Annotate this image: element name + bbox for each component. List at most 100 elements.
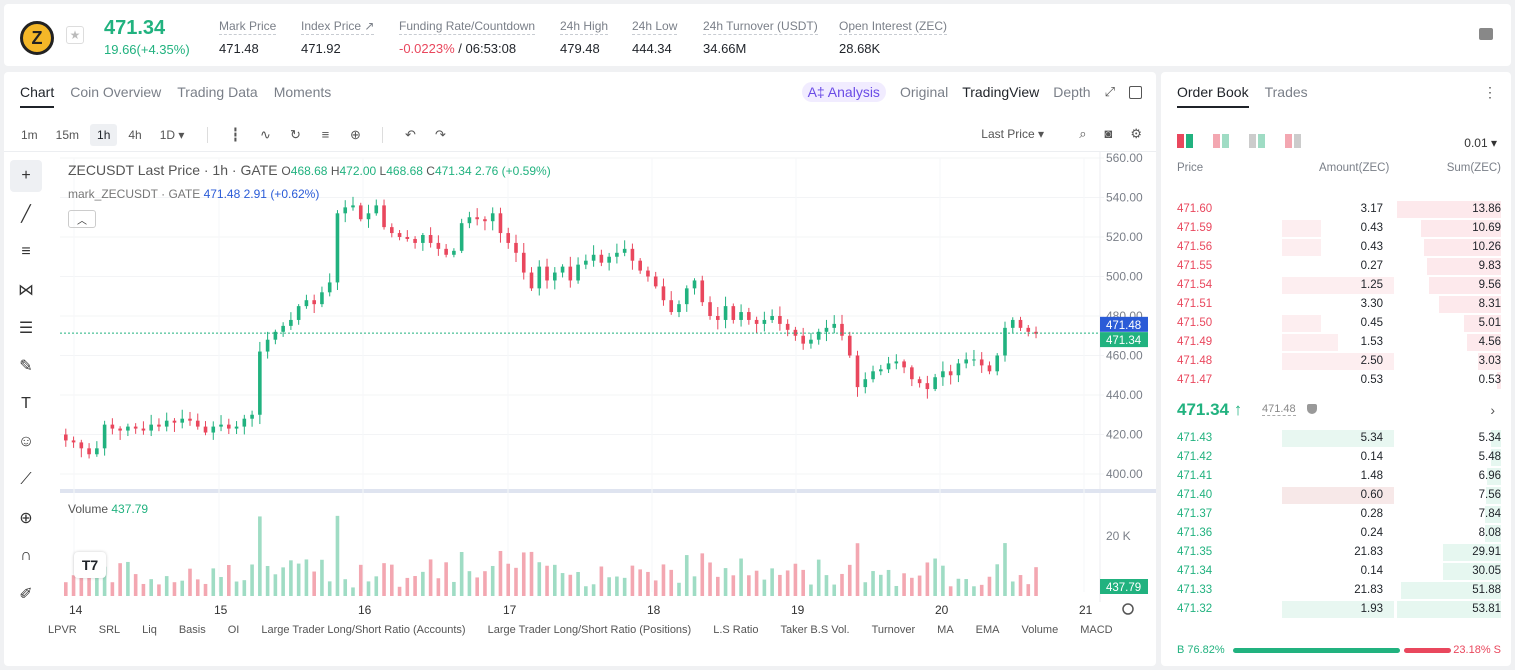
camera-icon[interactable]: ◙ — [1104, 126, 1113, 141]
ask-row[interactable]: 471.49 1.53 4.56 — [1161, 333, 1511, 352]
tab-trades[interactable]: Trades — [1264, 84, 1308, 100]
ask-row[interactable]: 471.60 3.17 13.86 — [1161, 200, 1511, 219]
expand-icon[interactable]: ⤢ — [1104, 84, 1115, 99]
replay-icon[interactable]: ↻ — [289, 126, 301, 142]
indicator-12[interactable]: Volume — [1021, 624, 1059, 636]
volume-bar — [273, 574, 278, 596]
window-icon[interactable] — [1129, 85, 1142, 99]
templates-icon[interactable]: ≡ — [321, 126, 330, 142]
bid-row[interactable]: 471.37 0.28 7.84 — [1161, 505, 1511, 524]
tab-original[interactable]: Original — [899, 84, 949, 100]
favorite-star-icon[interactable]: ★ — [66, 26, 84, 44]
indicator-8[interactable]: Taker B.S Vol. — [780, 624, 850, 636]
crosshair-icon[interactable]: + — [10, 160, 42, 192]
toolbar-right: ⌕ ◙ ⚙ — [1079, 126, 1142, 142]
tab-chart[interactable]: Chart — [20, 84, 55, 108]
layout-bids-icon[interactable] — [1249, 134, 1265, 148]
fib-icon[interactable]: ☰ — [18, 320, 34, 337]
tab-moments[interactable]: Moments — [273, 84, 332, 100]
indicator-10[interactable]: MA — [937, 624, 954, 636]
row-price: 471.49 — [1177, 336, 1213, 348]
ask-row[interactable]: 471.56 0.43 10.26 — [1161, 238, 1511, 257]
indicator-3[interactable]: Basis — [178, 624, 206, 636]
horizontal-lines-icon[interactable]: ≡ — [21, 243, 31, 260]
bid-row[interactable]: 471.36 0.24 8.08 — [1161, 524, 1511, 543]
candle-type-icon[interactable]: ┇ — [231, 126, 240, 142]
brush-icon[interactable]: ✎ — [19, 358, 33, 375]
more-icon[interactable]: ⋮ — [1483, 84, 1497, 100]
add-indicator-icon[interactable]: ⊕ — [349, 126, 361, 142]
timeframe-1h[interactable]: 1h — [90, 123, 118, 146]
ask-row[interactable]: 471.54 1.25 9.56 — [1161, 276, 1511, 295]
bid-row[interactable]: 471.32 1.93 53.81 — [1161, 600, 1511, 619]
layout-asks-icon[interactable] — [1285, 134, 1301, 148]
bid-row[interactable]: 471.43 5.34 5.34 — [1161, 429, 1511, 448]
tab-tradingview[interactable]: TradingView — [962, 84, 1040, 100]
candle-body — [452, 250, 456, 255]
layout-both-icon[interactable] — [1177, 134, 1193, 148]
indicator-6[interactable]: Large Trader Long/Short Ratio (Positions… — [487, 624, 692, 636]
indicator-11[interactable]: EMA — [975, 624, 1000, 636]
volume-bar — [1034, 567, 1038, 596]
magnet-icon[interactable]: ∩ — [20, 547, 32, 564]
pattern-icon[interactable]: ⋈ — [18, 282, 34, 299]
indicator-5[interactable]: Large Trader Long/Short Ratio (Accounts) — [261, 624, 466, 636]
indicator-2[interactable]: Liq — [142, 624, 157, 636]
volume-last-tag — [1100, 579, 1148, 594]
bid-row[interactable]: 471.34 0.14 30.05 — [1161, 562, 1511, 581]
stat-index-price[interactable]: Index Price ↗ 471.92 — [301, 19, 375, 56]
row-amount: 0.24 — [1360, 527, 1383, 539]
pencil-lock-icon[interactable]: ✐ — [19, 586, 33, 603]
candle-body — [723, 306, 728, 320]
bid-row[interactable]: 471.35 21.83 29.91 — [1161, 543, 1511, 562]
timeframe-15m[interactable]: 15m — [55, 127, 80, 142]
ask-row[interactable]: 471.51 3.30 8.31 — [1161, 295, 1511, 314]
zoom-icon[interactable]: ⊕ — [19, 510, 33, 527]
tab-trading-data[interactable]: Trading Data — [177, 84, 258, 100]
depth-bar — [1478, 353, 1501, 370]
indicator-4[interactable]: OI — [227, 624, 240, 636]
indicator-7[interactable]: L.S Ratio — [713, 624, 759, 636]
undo-icon[interactable]: ↶ — [404, 126, 416, 142]
ask-row[interactable]: 471.48 2.50 3.03 — [1161, 352, 1511, 371]
ask-row[interactable]: 471.55 0.27 9.83 — [1161, 257, 1511, 276]
book-icon[interactable] — [1479, 28, 1493, 40]
bid-row[interactable]: 471.33 21.83 51.88 — [1161, 581, 1511, 600]
tab-order-book[interactable]: Order Book — [1177, 84, 1249, 108]
indicator-1[interactable]: SRL — [98, 624, 121, 636]
text-icon[interactable]: T — [21, 395, 31, 412]
timeframe-4h[interactable]: 4h — [128, 127, 142, 142]
timeframe-1m[interactable]: 1m — [21, 127, 38, 142]
timeframe-1d-dropdown[interactable]: 1D ▾ — [159, 127, 185, 142]
tab-depth[interactable]: Depth — [1053, 84, 1091, 100]
ask-row[interactable]: 471.47 0.53 0.53 — [1161, 371, 1511, 390]
gear-icon[interactable]: ⚙ — [1130, 126, 1142, 141]
indicator-9[interactable]: Turnover — [871, 624, 916, 636]
indicator-13[interactable]: MACD — [1080, 624, 1113, 636]
analysis-button[interactable]: A‡ Analysis — [801, 82, 886, 102]
tab-coin-overview[interactable]: Coin Overview — [70, 84, 162, 100]
redo-icon[interactable]: ↷ — [434, 126, 446, 142]
amount-bar — [1282, 277, 1394, 294]
precision-dropdown[interactable]: 0.01 ▾ — [1464, 136, 1497, 150]
bid-row[interactable]: 471.40 0.60 7.56 — [1161, 486, 1511, 505]
collapse-legend-button[interactable]: ︿ — [68, 210, 96, 228]
candle-body — [747, 312, 751, 320]
search-icon[interactable]: ⌕ — [1079, 126, 1087, 141]
bid-row[interactable]: 471.42 0.14 5.48 — [1161, 448, 1511, 467]
ask-row[interactable]: 471.59 0.43 10.69 — [1161, 219, 1511, 238]
bid-row[interactable]: 471.41 1.48 6.96 — [1161, 467, 1511, 486]
emoji-icon[interactable]: ☺ — [17, 433, 35, 450]
chevron-right-icon[interactable]: › — [1490, 402, 1495, 418]
ask-row[interactable]: 471.50 0.45 5.01 — [1161, 314, 1511, 333]
layout-split-icon[interactable] — [1213, 134, 1229, 148]
indicators-icon[interactable]: ∿ — [259, 126, 271, 142]
candle-body — [382, 205, 386, 228]
trendline-icon[interactable]: ╱ — [21, 206, 31, 223]
price-type-dropdown[interactable]: Last Price ▾ — [981, 127, 1044, 141]
sell-ratio-bar — [1404, 648, 1451, 653]
volume-bar — [335, 515, 340, 596]
candlestick-chart[interactable]: 560.00540.00520.00500.00480.00460.00440.… — [4, 72, 1156, 666]
ruler-icon[interactable]: ⟋ — [20, 471, 32, 488]
indicator-0[interactable]: LPVR — [48, 624, 77, 636]
